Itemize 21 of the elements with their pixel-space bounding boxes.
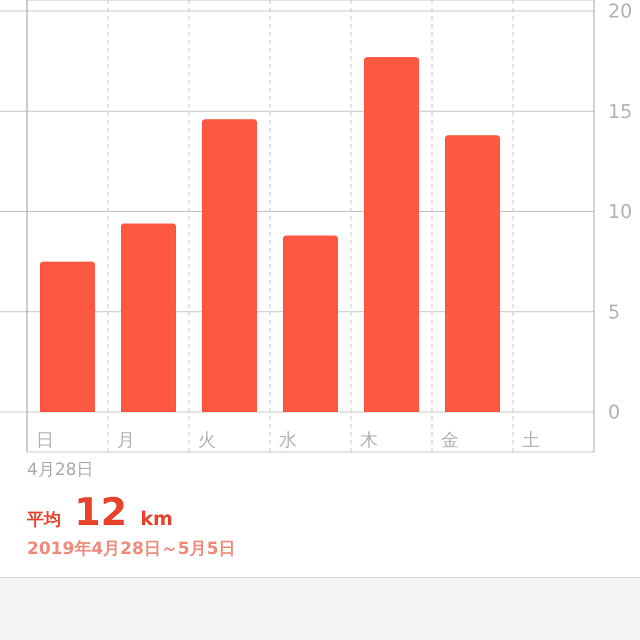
bar	[444, 135, 500, 412]
text: 平均 12 km	[27, 490, 173, 534]
bar	[202, 119, 257, 412]
bar	[364, 57, 419, 412]
text: 4月28日	[27, 460, 94, 480]
x-tick-label: 火	[198, 430, 216, 451]
y-tick-label: 10	[608, 201, 632, 224]
text: 2019年4月28日～5月5日	[27, 539, 236, 559]
x-tick-label: 水	[279, 430, 297, 451]
x-tick-label: 金	[441, 430, 459, 451]
x-tick-label: 日	[36, 430, 54, 451]
y-tick-label: 0	[608, 402, 620, 424]
bar	[120, 224, 176, 412]
x-tick-label: 木	[360, 430, 378, 451]
y-tick-label: 15	[608, 100, 632, 123]
x-tick-label: 月	[117, 430, 135, 451]
y-tick-label: 5	[608, 301, 620, 324]
bar	[40, 262, 95, 412]
x-tick-label: 土	[522, 430, 540, 451]
y-tick-label: 20	[608, 0, 632, 23]
bar	[282, 236, 338, 412]
